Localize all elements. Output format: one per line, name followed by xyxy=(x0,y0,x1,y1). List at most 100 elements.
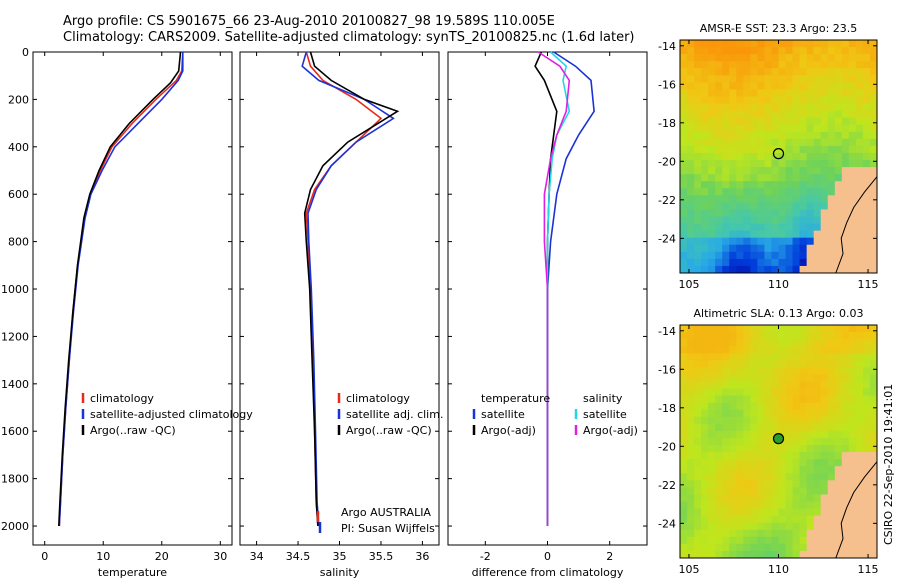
map-cell xyxy=(785,437,794,446)
map-cell xyxy=(764,40,772,48)
map-cell xyxy=(708,124,716,133)
map-cell xyxy=(729,138,737,147)
map-cell xyxy=(778,167,787,175)
map-cell xyxy=(757,174,765,182)
plot-frame xyxy=(32,51,233,546)
map-cell xyxy=(855,423,864,432)
map-cell xyxy=(820,209,829,218)
map-cell xyxy=(750,195,758,203)
map-cell xyxy=(862,529,871,538)
map-cell xyxy=(799,550,808,559)
map-cell xyxy=(687,473,695,481)
map-cell xyxy=(778,117,787,126)
map-cell xyxy=(757,202,765,210)
map-cell xyxy=(855,244,864,253)
map-cell xyxy=(862,152,871,161)
map-cell xyxy=(848,195,857,203)
map-cell xyxy=(806,237,815,246)
map-cell xyxy=(736,430,744,439)
map-cell xyxy=(799,152,808,161)
x-tick-label: 2 xyxy=(606,550,613,563)
map-cell xyxy=(708,40,716,48)
map-cell xyxy=(687,209,695,218)
map-cell xyxy=(827,160,836,168)
map-cell xyxy=(687,416,695,425)
map-cell xyxy=(834,223,843,232)
map-cell xyxy=(757,54,765,62)
map-cell xyxy=(869,181,878,189)
map-cell xyxy=(834,181,843,189)
map-cell xyxy=(694,258,702,267)
map-cell xyxy=(687,131,695,140)
map-cell xyxy=(813,543,822,552)
map-cell xyxy=(750,529,758,538)
map-cell xyxy=(813,138,822,147)
map-cell xyxy=(715,508,723,517)
map-cell xyxy=(715,174,723,182)
map-cell xyxy=(771,388,779,397)
map-cell xyxy=(736,230,744,239)
map-cell xyxy=(715,244,723,253)
map-cell xyxy=(694,529,702,538)
map-cell xyxy=(743,501,751,510)
map-cell xyxy=(701,332,709,340)
map-cell xyxy=(841,480,850,488)
map-cell xyxy=(680,152,688,161)
map-cell xyxy=(750,61,758,69)
map-cell xyxy=(834,346,843,354)
map-cell xyxy=(834,47,843,55)
map-cell xyxy=(680,367,688,375)
map-cell xyxy=(743,61,751,69)
map-cell xyxy=(722,230,730,239)
map-cell xyxy=(778,529,787,538)
map-cell xyxy=(820,346,829,354)
map-cell xyxy=(813,466,822,474)
map-cell xyxy=(743,258,751,267)
map-cell xyxy=(778,550,787,559)
map-cell xyxy=(750,145,758,154)
map-cell xyxy=(855,258,864,267)
map-cell xyxy=(771,131,779,140)
map-cell xyxy=(841,325,850,333)
map-cell xyxy=(862,167,871,175)
map-cell xyxy=(729,110,737,119)
map-cell xyxy=(729,437,737,446)
map-cell xyxy=(736,152,744,161)
map-cell xyxy=(806,515,815,524)
map-cell xyxy=(778,195,787,203)
map-cell xyxy=(820,195,829,203)
map-cell xyxy=(750,452,758,460)
map-cell xyxy=(792,487,801,495)
map-cell xyxy=(834,466,843,474)
map-cell xyxy=(729,325,737,333)
map-cell xyxy=(736,237,744,246)
map-cell xyxy=(848,47,857,55)
map-cell xyxy=(722,423,730,432)
map-cell xyxy=(862,209,871,218)
map-cell xyxy=(680,117,688,126)
map-cell xyxy=(764,181,772,189)
map-cell xyxy=(841,501,850,510)
map-cell xyxy=(694,75,702,83)
map-cell xyxy=(722,124,730,133)
map-cell xyxy=(701,374,709,382)
map-cell xyxy=(848,508,857,517)
annotation-line: Argo AUSTRALIA xyxy=(341,506,431,519)
map-cell xyxy=(715,522,723,531)
map-cell xyxy=(778,325,787,333)
map-cell xyxy=(806,61,815,69)
map-cell xyxy=(869,543,878,552)
map-cell xyxy=(694,145,702,154)
map-cell xyxy=(855,181,864,189)
map-cell xyxy=(827,244,836,253)
map-cell xyxy=(729,543,737,552)
map-cell xyxy=(848,103,857,112)
map-cell xyxy=(708,68,716,76)
map-cell xyxy=(820,522,829,531)
map-cell xyxy=(778,82,787,90)
map-cell xyxy=(869,40,878,48)
map-cell xyxy=(785,174,794,182)
map-cell xyxy=(715,223,723,232)
map-cell xyxy=(834,117,843,126)
map-cell xyxy=(729,223,737,232)
